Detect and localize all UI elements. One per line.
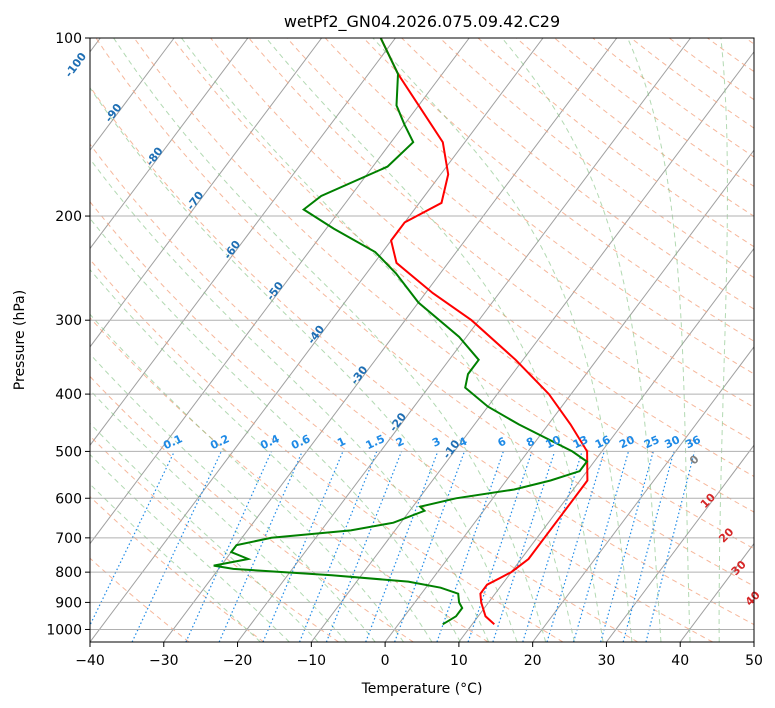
- moist-adiabat-line: [265, 38, 604, 642]
- moist-adiabat-line: [501, 38, 662, 642]
- mixing-ratio-label: 16: [593, 433, 613, 451]
- x-tick-label: 40: [671, 653, 689, 669]
- isotherm-line: [237, 38, 691, 642]
- isotherm-line: [90, 38, 323, 348]
- isotherm-line: [606, 444, 754, 642]
- isotherm-line: [90, 38, 470, 545]
- x-tick-label: −10: [297, 653, 327, 669]
- mixing-ratio-label: 25: [642, 433, 661, 451]
- dry-adiabat-line: [90, 201, 639, 642]
- mixing-ratio-line: [492, 451, 556, 642]
- dry-adiabat-line: [210, 38, 754, 478]
- moist-adiabat-line: [181, 38, 575, 642]
- x-tick-label: 50: [745, 653, 763, 669]
- y-tick-label: 100: [55, 31, 82, 47]
- isotherm-line: [532, 346, 754, 642]
- y-tick-label: 600: [55, 491, 82, 507]
- moist-adiabat-line: [90, 86, 518, 642]
- dry-adiabat-line: [324, 38, 754, 375]
- mixing-ratio-line: [572, 451, 630, 642]
- moist-adiabat-line: [90, 483, 261, 642]
- x-tick-label: −40: [75, 653, 105, 669]
- y-tick-label: 400: [55, 387, 82, 403]
- y-tick-label: 700: [55, 531, 82, 547]
- x-tick-label: 10: [450, 653, 468, 669]
- y-tick-label: 500: [55, 444, 82, 460]
- moist-adiabat-line: [627, 38, 691, 642]
- dry-adiabat-line: [172, 38, 754, 513]
- mixing-ratio-line: [467, 451, 533, 642]
- x-tick-label: 0: [381, 653, 390, 669]
- moist-adiabat-line: [90, 268, 433, 642]
- y-tick-label: 900: [55, 595, 82, 611]
- moist-adiabat-line: [113, 38, 547, 642]
- mixing-ratio-line: [90, 451, 175, 627]
- dewpoint-profile-line: [213, 38, 589, 626]
- y-tick-label: 1000: [46, 622, 82, 638]
- moist-adiabat-line: [90, 158, 490, 642]
- background-lines: [90, 38, 754, 642]
- y-tick-label: 200: [55, 209, 82, 225]
- dry-adiabat-line: [515, 38, 754, 217]
- profiles: [213, 38, 589, 626]
- temperature-profile-line: [379, 38, 589, 626]
- mixing-ratio-line: [436, 451, 504, 642]
- mixing-ratio-label: 10: [544, 433, 564, 451]
- mixing-ratio-line: [131, 451, 222, 642]
- moist-adiabat-line: [372, 38, 633, 642]
- isotherm-line: [90, 38, 249, 250]
- x-tick-label: 30: [598, 653, 616, 669]
- x-tick-label: −30: [149, 653, 179, 669]
- isotherm-line: [90, 38, 396, 447]
- y-axis-label: Pressure (hPa): [12, 290, 28, 390]
- mixing-ratio-label: 20: [617, 433, 637, 451]
- moist-adiabat-line: [90, 389, 348, 642]
- isotherm-line: [163, 38, 618, 642]
- moist-adiabat-line: [90, 453, 290, 642]
- dry-adiabat-line: [286, 38, 754, 408]
- mixing-ratio-line: [622, 451, 675, 642]
- mixing-ratio-line: [262, 451, 344, 642]
- dry-adiabat-line: [248, 38, 754, 443]
- mixing-ratio-line: [600, 451, 654, 642]
- mixing-ratio-line: [394, 451, 465, 642]
- isotherm-line: [90, 38, 175, 151]
- dry-adiabat-line: [90, 375, 414, 642]
- moist-adiabat-line: [90, 217, 461, 642]
- y-tick-label: 800: [55, 565, 82, 581]
- mixing-ratio-line: [522, 451, 583, 642]
- x-tick-label: 20: [524, 653, 542, 669]
- mixing-ratio-line: [645, 451, 696, 642]
- dry-adiabat-line: [90, 143, 713, 642]
- mixing-ratio-label: 13: [571, 433, 590, 451]
- moist-adiabat-line: [90, 313, 405, 642]
- isotherm-line: [90, 38, 544, 642]
- dry-adiabat-line: [554, 38, 754, 187]
- chart-title: wetPf2_GN04.2026.075.09.42.C29: [284, 12, 560, 32]
- x-axis-label: Temperature (°C): [361, 681, 483, 697]
- isotherm-line: [384, 149, 754, 642]
- mixing-ratio-line: [546, 451, 605, 642]
- isotherm-line: [458, 247, 754, 642]
- moist-adiabat-line: [718, 38, 729, 642]
- dry-adiabat-line: [477, 38, 754, 248]
- dry-adiabat-line: [133, 38, 754, 550]
- moist-adiabat-line: [90, 353, 376, 642]
- dry-adiabat-line: [90, 435, 339, 642]
- mixing-ratio-line: [218, 451, 303, 642]
- mixing-ratio-line: [185, 451, 272, 642]
- y-tick-label: 300: [55, 313, 82, 329]
- x-axis-ticks: −40 −30 −20 −10 0 10 20 30 40 50: [75, 642, 763, 669]
- dry-adiabat-line: [363, 38, 754, 342]
- x-tick-label: −20: [223, 653, 253, 669]
- mixing-ratio-label: 36: [683, 433, 703, 451]
- isotherm-line: [310, 50, 754, 642]
- moist-adiabat-line: [90, 422, 319, 642]
- plot-frame: [89, 37, 755, 643]
- mixing-ratio-label: 30: [663, 433, 683, 451]
- y-axis-ticks: 100 200 300 400 500 600 700 800 900 1000: [46, 31, 90, 638]
